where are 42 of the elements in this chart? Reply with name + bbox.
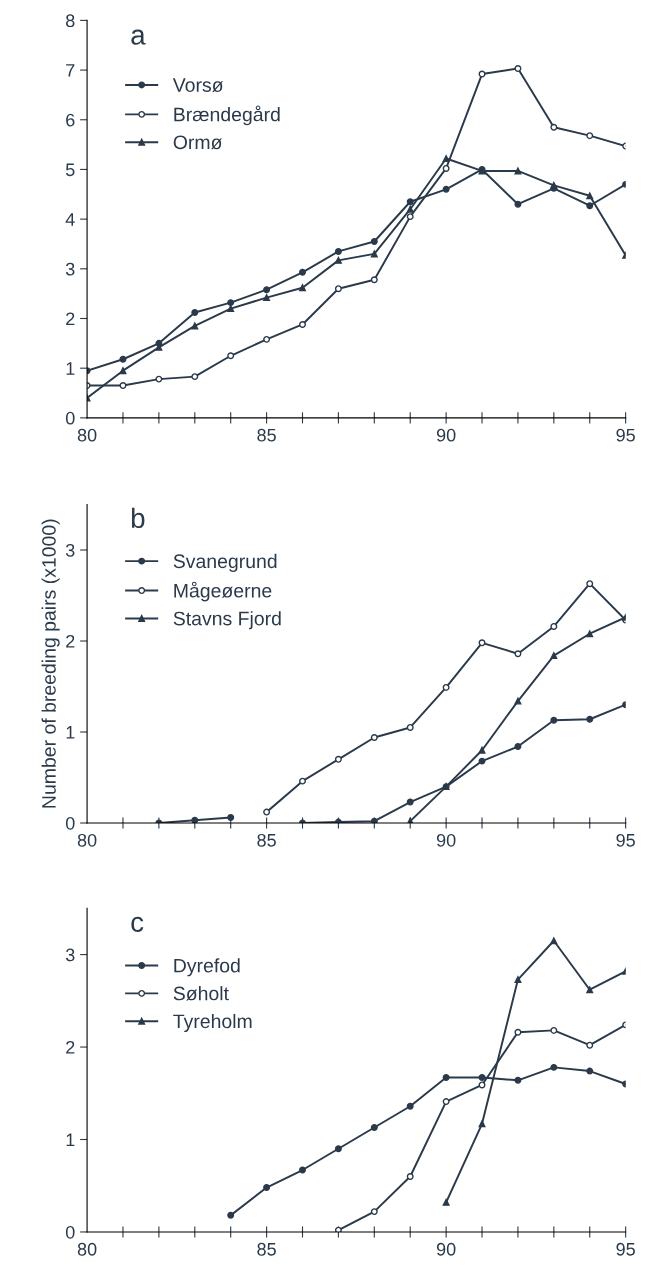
y-tick-label: 1 <box>66 726 75 739</box>
chart-title: c <box>131 916 144 932</box>
x-tick-label: 85 <box>257 833 276 847</box>
y-tick-label: 3 <box>65 948 75 962</box>
x-tick-label: 95 <box>616 428 635 442</box>
y-tick-label: 8 <box>66 14 75 28</box>
x-tick-label: 95 <box>616 1242 635 1256</box>
y-tick-label: 5 <box>65 163 75 177</box>
y-tick-label: 2 <box>66 312 75 326</box>
legend-label: Brændegård <box>174 105 280 126</box>
legend-label: Mågeøerne <box>174 581 272 602</box>
y-tick-label: 3 <box>65 262 75 276</box>
x-tick-label: 80 <box>77 428 97 442</box>
legend-label: Stavns Fjord <box>173 611 281 630</box>
y-tick-label: 3 <box>65 543 75 557</box>
y-tick-label: 2 <box>66 634 75 648</box>
legend-label: Svanegrund <box>173 553 277 572</box>
y-tick-label: 6 <box>66 113 75 127</box>
x-tick-label: 95 <box>616 833 635 847</box>
y-tick-label: 0 <box>65 1225 75 1239</box>
x-tick-label: 85 <box>257 1242 276 1256</box>
x-tick-label: 85 <box>257 428 276 442</box>
x-tick-label: 80 <box>77 1242 97 1256</box>
chart-title: a <box>131 29 146 45</box>
y-tick-label: 1 <box>66 362 75 375</box>
y-tick-label: 1 <box>66 1133 75 1147</box>
x-tick-label: 80 <box>77 833 97 847</box>
y-tick-label: 2 <box>66 1040 75 1054</box>
x-tick-label: 90 <box>436 428 456 442</box>
y-tick-label: 0 <box>65 411 75 425</box>
legend-label: Ormø <box>173 135 223 150</box>
x-tick-label: 90 <box>436 1242 456 1256</box>
legend-label: Tyreholm <box>173 1013 252 1033</box>
y-tick-label: 4 <box>65 213 75 226</box>
y-tick-label: 0 <box>65 816 75 830</box>
legend-label: Vorsø <box>172 78 224 93</box>
y-axis-title: Number of breeding pairs (x1000) <box>41 519 60 808</box>
legend-label: Søholt <box>173 986 229 1001</box>
y-tick-label: 7 <box>66 64 75 77</box>
x-tick-label: 90 <box>436 833 456 847</box>
chart-title: b <box>131 507 145 529</box>
legend-label: Dyrefod <box>174 958 240 977</box>
